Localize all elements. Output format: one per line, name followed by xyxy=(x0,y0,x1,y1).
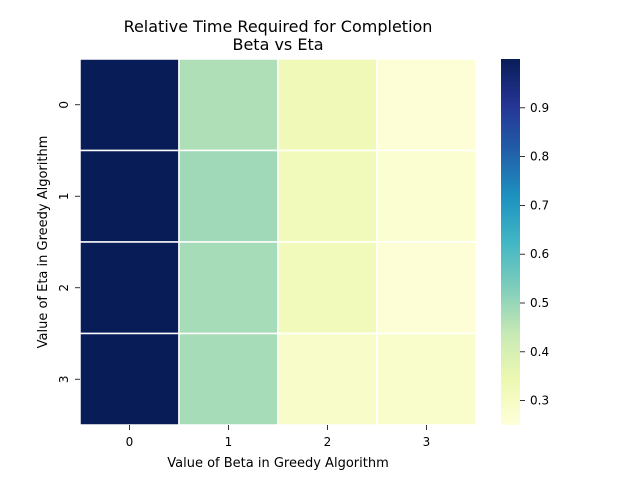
y-tick-label: 0 xyxy=(57,101,71,109)
x-axis-label: Value of Beta in Greedy Algorithm xyxy=(167,456,388,471)
heatmap-cell-r3-c0 xyxy=(79,332,180,426)
heatmap-cell-r2-c1 xyxy=(178,241,279,335)
x-tick-label: 1 xyxy=(225,435,233,449)
heatmap-cell-r2-c3 xyxy=(376,241,477,335)
colorbar xyxy=(501,59,520,425)
heatmap-cell-r1-c2 xyxy=(277,149,378,243)
y-axis-label: Value of Eta in Greedy Algorithm xyxy=(36,136,51,349)
heatmap-cell-r2-c0 xyxy=(79,241,180,335)
colorbar-ticks: 0.3 0.4 0.5 0.6 0.7 0.8 0.9 xyxy=(520,101,549,408)
heatmap-cell-r3-c1 xyxy=(178,332,279,426)
heatmap-cells xyxy=(79,58,477,426)
heatmap-cell-r3-c3 xyxy=(376,332,477,426)
heatmap-cell-r1-c0 xyxy=(79,149,180,243)
chart-title-line2: Beta vs Eta xyxy=(232,35,323,54)
colorbar-tick-label: 0.4 xyxy=(530,345,549,359)
heatmap-cell-r0-c2 xyxy=(277,58,378,152)
colorbar-tick-label: 0.8 xyxy=(530,150,549,164)
heatmap-cell-r1-c3 xyxy=(376,149,477,243)
y-tick-label: 1 xyxy=(57,192,71,200)
heatmap-cell-r3-c2 xyxy=(277,332,378,426)
x-tick-label: 2 xyxy=(324,435,332,449)
y-axis-ticks: 0 1 2 3 xyxy=(57,101,80,383)
x-tick-label: 3 xyxy=(423,435,431,449)
colorbar-tick-label: 0.7 xyxy=(530,198,549,212)
colorbar-tick-label: 0.9 xyxy=(530,101,549,115)
heatmap-cell-r0-c3 xyxy=(376,58,477,152)
colorbar-tick-label: 0.5 xyxy=(530,296,549,310)
heatmap-cell-r0-c1 xyxy=(178,58,279,152)
heatmap-cell-r2-c2 xyxy=(277,241,378,335)
y-tick-label: 2 xyxy=(57,284,71,292)
heatmap-cell-r1-c1 xyxy=(178,149,279,243)
y-tick-label: 3 xyxy=(57,375,71,383)
colorbar-tick-label: 0.3 xyxy=(530,394,549,408)
x-tick-label: 0 xyxy=(126,435,134,449)
x-axis-ticks: 0 1 2 3 xyxy=(126,425,431,449)
colorbar-tick-label: 0.6 xyxy=(530,247,549,261)
chart-title-line1: Relative Time Required for Completion xyxy=(124,17,433,36)
heatmap-cell-r0-c0 xyxy=(79,58,180,152)
